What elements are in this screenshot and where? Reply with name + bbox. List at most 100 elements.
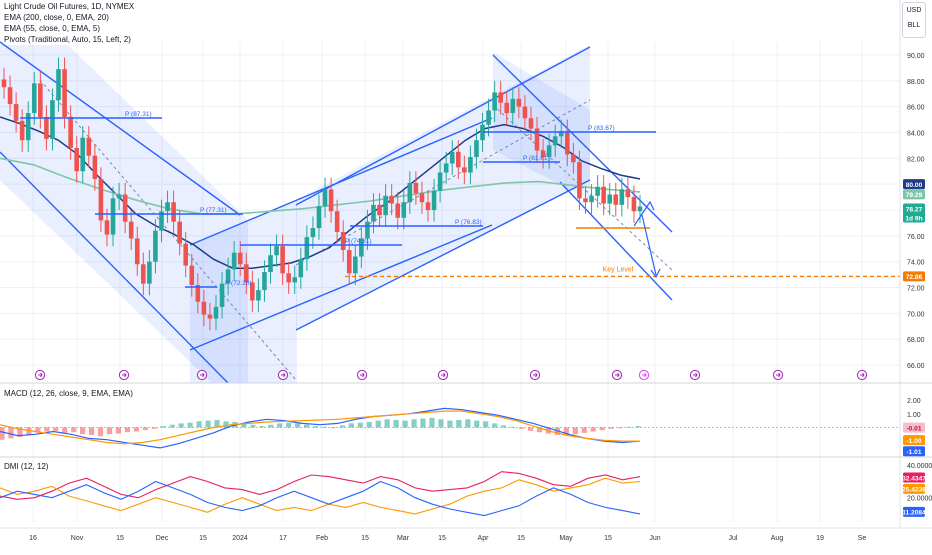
legend-dmi[interactable]: DMI (12, 12) [4, 462, 49, 471]
event-icon-arrow [860, 372, 865, 378]
channel-line [559, 181, 673, 301]
candle-body [625, 189, 631, 198]
candle-body [340, 231, 346, 251]
macd-value-label: -1.01 [906, 449, 921, 456]
price-labels: 80.00 79.29 78.27 1d 9h 72.86 -0.01 -1.00 -1.01… [902, 179, 926, 517]
macd-histogram-bar [465, 419, 471, 428]
candle-body [425, 202, 431, 210]
x-tick-label: 17 [279, 535, 287, 542]
legend-ema1[interactable]: EMA (200, close, 0, EMA, 20) [4, 13, 109, 22]
candle-body [195, 284, 201, 302]
channel-line [0, 151, 229, 384]
candle-body [607, 194, 613, 204]
candle-body [552, 136, 558, 146]
macd-histogram-bar [142, 427, 148, 431]
channel-line [295, 46, 591, 206]
candle-body [243, 264, 249, 283]
channel-fill [296, 45, 590, 330]
pivot-label: P (77.31) [200, 207, 227, 214]
candle-body [558, 131, 564, 137]
y-tick-label: 88.00 [907, 79, 925, 86]
legend-pivots[interactable]: Pivots (Traditional, Auto, 15, Left, 2) [4, 35, 131, 44]
channel-line [492, 54, 673, 233]
annotations: P (87.31) P (77.31) P (72.26) P (74.81) P (7… [20, 111, 900, 381]
signal-line [0, 410, 640, 445]
candle-body [189, 265, 195, 285]
candle-body [455, 151, 461, 168]
candle-body [407, 182, 413, 203]
y-tick-label: 68.00 [907, 337, 925, 344]
legend-macd[interactable]: MACD (12, 26, close, 9, EMA, EMA) [4, 389, 133, 398]
candle-body [62, 69, 67, 117]
candle-body [371, 204, 376, 222]
macd-histogram-bar [151, 427, 157, 429]
macd-histogram-bar [35, 427, 41, 433]
candle-body [310, 228, 316, 238]
price-label-bg [903, 203, 925, 214]
dmi-value-label: 11.2084 [902, 510, 926, 517]
y-tick-label: 76.00 [907, 234, 925, 241]
candle-body [540, 150, 546, 158]
candle-body [346, 250, 352, 274]
channel-line [189, 224, 493, 351]
legend-ema2[interactable]: EMA (55, close, 0, EMA, 5) [4, 24, 101, 33]
candle-body [534, 128, 540, 151]
candle-body [292, 277, 298, 283]
candle-body [431, 190, 437, 210]
macd-value-label-bg [903, 446, 925, 457]
event-icon-arrow [122, 372, 127, 378]
price-label-bg [903, 271, 925, 282]
x-tick-label: Se [858, 535, 867, 542]
candle-body [443, 163, 449, 173]
event-icon-arrow [693, 372, 698, 378]
arrow-in-circle-icon [34, 369, 46, 381]
macd-histogram-bar [214, 419, 220, 428]
x-tick-label: Mar [397, 535, 410, 542]
macd-histogram-bar [80, 427, 86, 435]
x-tick-label: May [559, 535, 573, 542]
macd-histogram-bar [268, 424, 274, 428]
candle-body [577, 162, 582, 199]
macd-histogram-bar [196, 421, 202, 428]
candle-body [353, 256, 358, 274]
macd-histogram-bar [26, 427, 32, 435]
macd-histogram-bar [348, 423, 354, 428]
candle-body [468, 157, 473, 173]
candle-body [7, 87, 13, 105]
x-tick-label: 16 [29, 535, 37, 542]
currency-code: USD [906, 7, 922, 14]
x-tick-label: Apr [478, 535, 490, 542]
event-icon-arrow [38, 372, 43, 378]
candle-body [86, 137, 92, 156]
candle-body [44, 116, 49, 139]
projection-arrowhead [650, 268, 661, 279]
adx-line [0, 471, 641, 500]
macd-histogram-bar [115, 427, 122, 434]
candle-body [177, 221, 182, 244]
candle-body [437, 172, 443, 191]
macd-histogram-bar [536, 427, 543, 433]
candles [1, 57, 643, 331]
candle-body [13, 104, 19, 121]
candle-body [595, 186, 600, 196]
candle-body [159, 211, 164, 231]
dmi-value-label: 25.4238 [902, 487, 926, 494]
candle-body [498, 92, 503, 103]
macd-histogram-bar [572, 427, 578, 435]
x-tick-label: 15 [604, 535, 612, 542]
macd-histogram-bar [44, 427, 50, 432]
y-tick-label: 70.00 [907, 311, 925, 318]
projection-arrow [641, 214, 657, 276]
dmi-value-label: 32.4347 [902, 475, 926, 482]
legend-symbol[interactable]: Light Crude Oil Futures, 1D, NYMEX [4, 2, 135, 11]
currency-selector[interactable]: USD BLL [902, 2, 926, 38]
candle-body [147, 261, 152, 284]
x-tick-label: Jun [649, 535, 660, 542]
macd-histogram-bar [330, 427, 337, 429]
candle-body [110, 198, 116, 235]
candle-body [274, 246, 279, 256]
macd-line [0, 407, 641, 449]
macd-histogram-bar [474, 420, 480, 428]
candle-body [268, 255, 273, 273]
